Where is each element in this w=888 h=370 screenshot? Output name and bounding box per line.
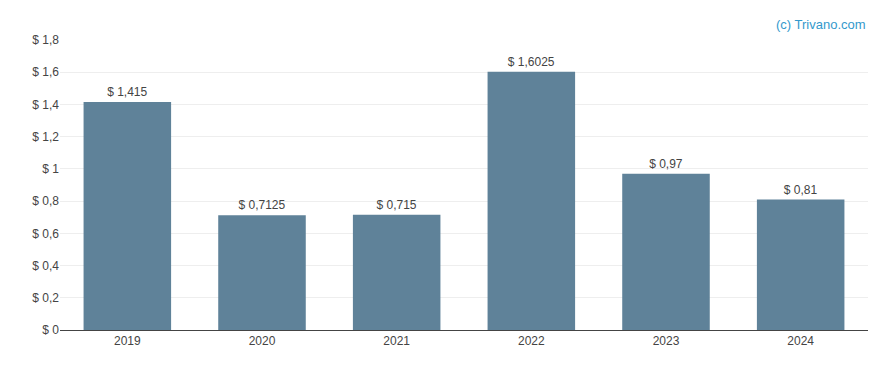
svg-text:2024: 2024	[787, 334, 814, 348]
svg-text:$ 1,415: $ 1,415	[107, 85, 147, 99]
svg-text:$ 1,6: $ 1,6	[32, 65, 59, 79]
svg-text:$ 1,4: $ 1,4	[32, 98, 59, 112]
svg-text:$ 0,7125: $ 0,7125	[238, 198, 285, 212]
svg-text:$ 0,715: $ 0,715	[376, 198, 416, 212]
svg-text:2020: 2020	[249, 334, 276, 348]
svg-text:$ 0,2: $ 0,2	[32, 291, 59, 305]
svg-text:2021: 2021	[383, 334, 410, 348]
svg-text:$ 0,81: $ 0,81	[784, 183, 818, 197]
svg-text:$ 1,8: $ 1,8	[32, 33, 59, 47]
svg-text:$ 0: $ 0	[42, 323, 59, 337]
svg-text:$ 1: $ 1	[42, 162, 59, 176]
svg-text:(c) Trivano.com: (c) Trivano.com	[776, 17, 866, 32]
svg-text:2019: 2019	[114, 334, 141, 348]
svg-text:2023: 2023	[653, 334, 680, 348]
svg-text:$ 0,6: $ 0,6	[32, 227, 59, 241]
svg-text:$ 0,4: $ 0,4	[32, 259, 59, 273]
svg-text:$ 0,97: $ 0,97	[649, 157, 683, 171]
svg-text:$ 1,2: $ 1,2	[32, 130, 59, 144]
svg-text:$ 0,8: $ 0,8	[32, 194, 59, 208]
svg-text:$ 1,6025: $ 1,6025	[508, 55, 555, 69]
svg-text:2022: 2022	[518, 334, 545, 348]
